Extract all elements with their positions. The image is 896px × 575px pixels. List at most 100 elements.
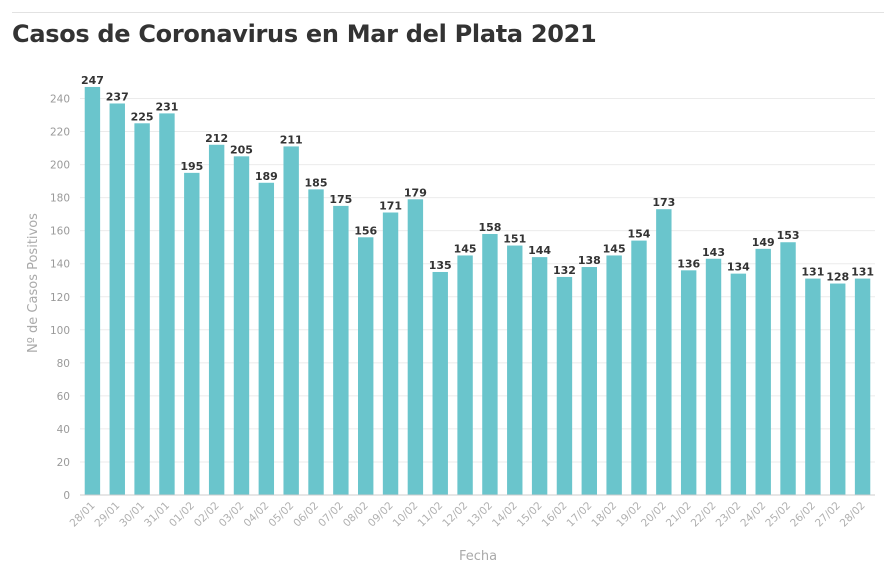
- data-label: 225: [131, 110, 154, 123]
- x-tick-label: 28/01: [68, 500, 98, 530]
- data-label: 143: [702, 246, 725, 259]
- y-tick-label: 60: [57, 391, 70, 403]
- x-tick-label: 20/02: [639, 500, 669, 530]
- x-tick-label: 08/02: [341, 500, 371, 530]
- data-label: 179: [404, 186, 427, 199]
- bar-31-01[interactable]: [159, 113, 175, 495]
- x-tick-label: 19/02: [614, 500, 644, 530]
- x-tick-label: 23/02: [714, 500, 744, 530]
- data-label: 212: [205, 132, 228, 145]
- x-tick-label: 27/02: [813, 500, 843, 530]
- y-tick-label: 160: [50, 226, 70, 238]
- bar-30-01[interactable]: [134, 123, 150, 496]
- bar-06-02[interactable]: [308, 189, 324, 495]
- data-label: 131: [851, 266, 874, 279]
- data-label: 205: [230, 143, 253, 156]
- x-tick-label: 02/02: [192, 500, 222, 530]
- data-label: 132: [553, 264, 576, 277]
- bar-04-02[interactable]: [258, 182, 275, 495]
- y-tick-label: 120: [50, 292, 70, 304]
- data-label: 145: [603, 242, 626, 255]
- bar-07-02[interactable]: [333, 205, 349, 495]
- x-tick-label: 22/02: [689, 500, 719, 530]
- x-tick-label: 12/02: [440, 500, 470, 530]
- data-label: 195: [180, 160, 203, 173]
- data-label: 151: [503, 233, 526, 246]
- x-tick-label: 29/01: [93, 500, 123, 530]
- bar-15-02[interactable]: [531, 257, 548, 495]
- bar-08-02[interactable]: [358, 237, 374, 495]
- bar-03-02[interactable]: [233, 156, 250, 495]
- data-label: 247: [81, 74, 104, 87]
- data-label: 149: [752, 236, 775, 249]
- bar-28-02[interactable]: [854, 278, 871, 495]
- data-label: 134: [727, 261, 750, 274]
- bar-11-02[interactable]: [432, 271, 448, 495]
- y-tick-label: 220: [50, 127, 70, 139]
- bar-05-02[interactable]: [283, 146, 299, 496]
- y-axis-ticks: 0 20 40 60 80 100 120 140 160 180 200 220 240: [50, 94, 70, 502]
- bar-09-02[interactable]: [382, 212, 399, 495]
- bars: [84, 86, 871, 496]
- data-label: 156: [354, 224, 377, 237]
- bar-23-02[interactable]: [730, 273, 747, 495]
- x-tick-label: 07/02: [316, 500, 346, 530]
- bar-02-02[interactable]: [208, 144, 225, 495]
- x-tick-label: 30/01: [117, 500, 147, 530]
- x-tick-label: 17/02: [565, 500, 595, 530]
- x-tick-label: 24/02: [738, 500, 768, 530]
- x-tick-label: 14/02: [490, 500, 520, 530]
- bar-25-02[interactable]: [780, 242, 796, 495]
- bar-20-02[interactable]: [656, 209, 672, 496]
- top-divider: [12, 12, 884, 13]
- bar-24-02[interactable]: [755, 248, 771, 495]
- bar-12-02[interactable]: [457, 255, 473, 495]
- bar-18-02[interactable]: [606, 255, 622, 495]
- chart-title: Casos de Coronavirus en Mar del Plata 20…: [12, 20, 597, 48]
- data-labels: 2472372252311952122051892111851751561711…: [81, 74, 874, 284]
- x-tick-label: 13/02: [465, 500, 495, 530]
- data-label: 173: [652, 196, 675, 209]
- data-label: 128: [826, 271, 849, 284]
- x-tick-label: 09/02: [366, 500, 396, 530]
- bar-14-02[interactable]: [507, 245, 523, 495]
- x-tick-label: 11/02: [415, 500, 445, 530]
- data-label: 154: [628, 228, 651, 241]
- data-label: 171: [379, 200, 402, 213]
- y-tick-label: 140: [50, 259, 70, 271]
- x-axis-ticks: 28/0129/0130/0131/0101/0202/0203/0204/02…: [68, 500, 868, 530]
- bar-01-02[interactable]: [184, 172, 200, 496]
- data-label: 136: [677, 257, 700, 270]
- bar-16-02[interactable]: [556, 276, 573, 495]
- x-tick-label: 25/02: [763, 500, 793, 530]
- y-tick-label: 80: [57, 358, 70, 370]
- x-tick-label: 10/02: [391, 500, 421, 530]
- bar-17-02[interactable]: [581, 267, 597, 495]
- x-tick-label: 31/01: [142, 500, 172, 530]
- x-tick-label: 26/02: [788, 500, 818, 530]
- data-label: 131: [801, 266, 824, 279]
- data-label: 138: [578, 254, 601, 267]
- data-label: 144: [528, 244, 551, 257]
- bar-13-02[interactable]: [482, 233, 498, 495]
- bar-28-01[interactable]: [84, 86, 101, 496]
- bar-29-01[interactable]: [109, 103, 125, 495]
- x-tick-label: 03/02: [217, 500, 247, 530]
- bar-10-02[interactable]: [407, 199, 424, 496]
- bar-27-02[interactable]: [830, 283, 846, 495]
- bar-22-02[interactable]: [705, 258, 722, 495]
- x-tick-label: 01/02: [167, 500, 197, 530]
- bar-26-02[interactable]: [805, 278, 821, 495]
- data-label: 231: [155, 100, 178, 113]
- bar-21-02[interactable]: [680, 270, 697, 495]
- data-label: 153: [777, 229, 800, 242]
- x-tick-label: 16/02: [540, 500, 570, 530]
- bar-19-02[interactable]: [631, 240, 647, 495]
- data-label: 189: [255, 170, 278, 183]
- data-label: 175: [329, 193, 352, 206]
- y-tick-label: 40: [57, 424, 70, 436]
- x-tick-label: 28/02: [838, 500, 868, 530]
- data-label: 185: [305, 176, 328, 189]
- y-tick-label: 200: [50, 160, 70, 172]
